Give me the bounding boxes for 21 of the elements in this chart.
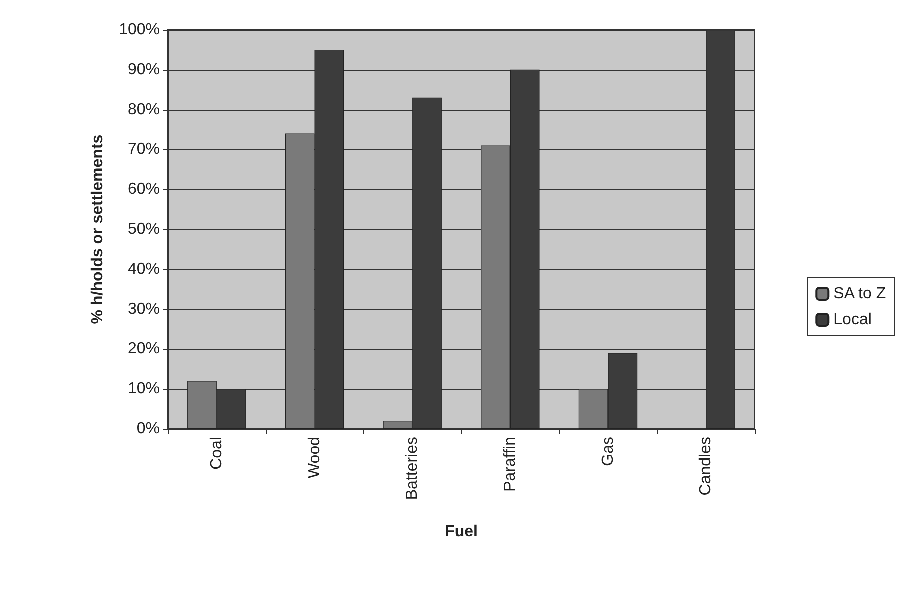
y-tick-label: 50% <box>128 221 160 238</box>
x-tick-label: Wood <box>306 437 324 479</box>
y-tick-label: 10% <box>128 380 160 398</box>
x-tick-label: Gas <box>600 437 617 466</box>
y-tick-label: 80% <box>128 101 160 118</box>
x-tick-label: Batteries <box>404 437 422 500</box>
x-tick-label: Coal <box>208 437 226 470</box>
legend-label: Local <box>834 312 872 328</box>
y-tick-label: 30% <box>128 300 160 318</box>
y-tick-label: 40% <box>128 260 160 278</box>
y-tick-label: 70% <box>128 141 160 158</box>
y-tick-label: 90% <box>128 61 160 78</box>
y-axis-title: % h/holds or settlements <box>90 134 106 324</box>
y-tick-label: 20% <box>128 340 160 358</box>
legend-label: SA to Z <box>834 286 886 302</box>
x-tick-label: Candles <box>698 437 715 496</box>
y-tick-label: 60% <box>128 181 160 198</box>
x-tick-label: Paraffin <box>502 437 519 492</box>
y-tick-label: 0% <box>136 420 160 438</box>
y-tick-label: 100% <box>119 22 160 38</box>
x-axis-title: Fuel <box>445 524 478 540</box>
